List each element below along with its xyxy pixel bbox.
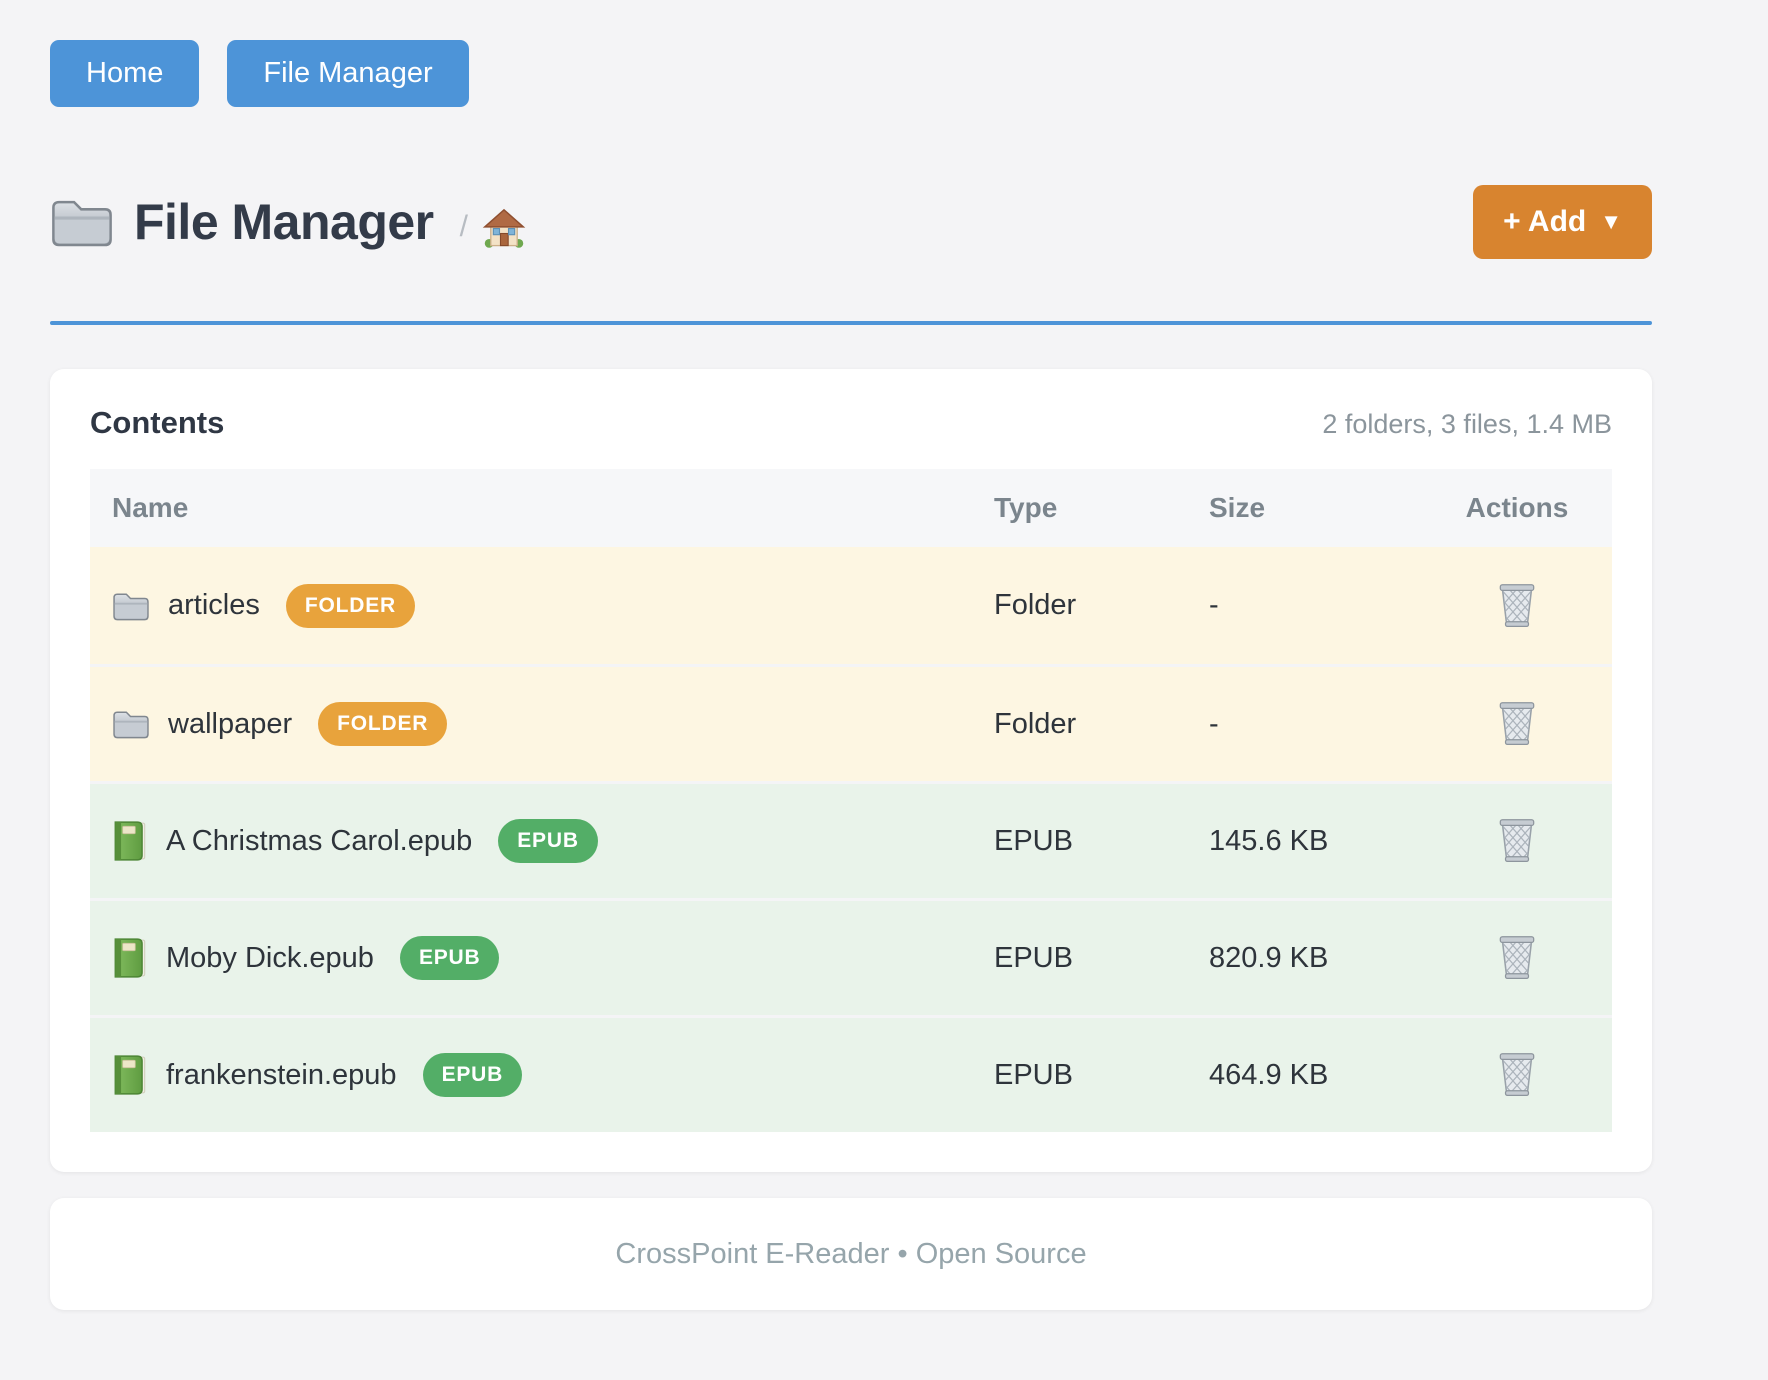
- delete-button[interactable]: [1488, 811, 1546, 867]
- file-name-link[interactable]: A Christmas Carol.epub: [166, 824, 473, 857]
- table-row[interactable]: wallpaper FOLDER Folder -: [90, 664, 1612, 781]
- file-size-cell: 820.9 KB: [1187, 898, 1422, 1015]
- column-header-size: Size: [1187, 469, 1422, 547]
- file-size-cell: -: [1187, 547, 1422, 664]
- trash-icon: [1496, 932, 1538, 980]
- page-title: File Manager: [134, 194, 434, 250]
- nav-home-button[interactable]: Home: [50, 40, 200, 107]
- contents-card: Contents 2 folders, 3 files, 1.4 MB Name…: [50, 369, 1652, 1172]
- file-type-cell: EPUB: [972, 1015, 1187, 1132]
- type-badge: EPUB: [498, 819, 598, 863]
- page-container: Home File Manager File Manager / + Add ▼…: [50, 0, 1652, 1310]
- folder-icon: [112, 590, 150, 622]
- book-icon: [112, 820, 148, 862]
- file-size-cell: -: [1187, 664, 1422, 781]
- trash-icon: [1496, 698, 1538, 746]
- page-header: File Manager / + Add ▼: [50, 185, 1652, 259]
- type-badge: EPUB: [399, 936, 500, 980]
- column-header-type: Type: [972, 469, 1187, 547]
- breadcrumb-nav: Home File Manager: [50, 40, 1652, 107]
- file-type-cell: Folder: [972, 664, 1187, 781]
- type-badge: FOLDER: [318, 702, 448, 746]
- chevron-down-icon: ▼: [1600, 209, 1622, 234]
- delete-button[interactable]: [1488, 1045, 1546, 1101]
- book-icon: [112, 1054, 148, 1096]
- book-icon: [112, 937, 148, 979]
- folder-icon: [112, 708, 150, 740]
- contents-heading: Contents: [90, 405, 225, 440]
- footer-card: CrossPoint E-Reader • Open Source: [50, 1198, 1652, 1310]
- table-row[interactable]: articles FOLDER Folder -: [90, 547, 1612, 664]
- home-icon[interactable]: [482, 206, 526, 250]
- type-badge: EPUB: [422, 1053, 523, 1097]
- folder-icon: [50, 195, 114, 249]
- delete-button[interactable]: [1488, 694, 1546, 750]
- column-header-name: Name: [90, 469, 972, 547]
- add-button-label: + Add: [1503, 205, 1587, 238]
- table-row[interactable]: Moby Dick.epub EPUB EPUB 820.9 KB: [90, 898, 1612, 1015]
- file-type-cell: EPUB: [972, 781, 1187, 898]
- add-button[interactable]: + Add ▼: [1473, 185, 1652, 259]
- file-size-cell: 464.9 KB: [1187, 1015, 1422, 1132]
- file-table-header: Name Type Size Actions: [90, 469, 1612, 547]
- contents-summary: 2 folders, 3 files, 1.4 MB: [1322, 409, 1612, 439]
- trash-icon: [1496, 580, 1538, 628]
- file-table: Name Type Size Actions articles FOLDER: [90, 469, 1612, 1132]
- table-row[interactable]: frankenstein.epub EPUB EPUB 464.9 KB: [90, 1015, 1612, 1132]
- file-name-link[interactable]: articles: [168, 589, 260, 621]
- file-name-link[interactable]: frankenstein.epub: [166, 1058, 397, 1091]
- trash-icon: [1496, 1049, 1538, 1097]
- file-name-link[interactable]: wallpaper: [168, 707, 293, 740]
- file-type-cell: EPUB: [972, 898, 1187, 1015]
- trash-icon: [1496, 815, 1538, 863]
- table-row[interactable]: A Christmas Carol.epub EPUB EPUB 145.6 K…: [90, 781, 1612, 898]
- contents-card-header: Contents 2 folders, 3 files, 1.4 MB: [90, 405, 1612, 441]
- delete-button[interactable]: [1488, 576, 1546, 632]
- delete-button[interactable]: [1488, 928, 1546, 984]
- file-type-cell: Folder: [972, 547, 1187, 664]
- footer-text: CrossPoint E-Reader • Open Source: [615, 1237, 1087, 1270]
- title-divider: [50, 321, 1652, 325]
- column-header-actions: Actions: [1422, 469, 1612, 547]
- file-name-link[interactable]: Moby Dick.epub: [166, 941, 374, 974]
- file-size-cell: 145.6 KB: [1187, 781, 1422, 898]
- breadcrumb-separator: /: [459, 210, 468, 243]
- nav-file-manager-button[interactable]: File Manager: [227, 40, 469, 107]
- type-badge: FOLDER: [285, 583, 415, 628]
